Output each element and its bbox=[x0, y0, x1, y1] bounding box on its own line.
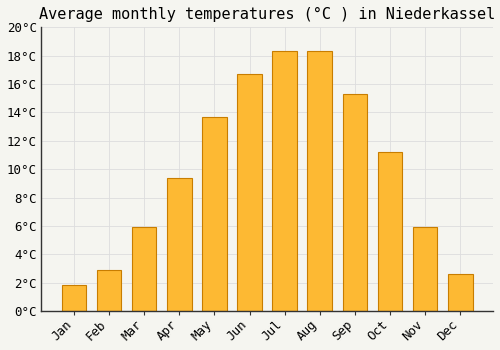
Bar bbox=[62, 286, 86, 311]
Bar bbox=[97, 270, 122, 311]
Bar bbox=[272, 51, 297, 311]
Bar bbox=[448, 274, 472, 311]
Bar bbox=[167, 178, 192, 311]
Bar bbox=[342, 94, 367, 311]
Bar bbox=[202, 117, 226, 311]
Bar bbox=[413, 227, 438, 311]
Bar bbox=[378, 152, 402, 311]
Bar bbox=[237, 74, 262, 311]
Bar bbox=[308, 51, 332, 311]
Bar bbox=[132, 227, 156, 311]
Title: Average monthly temperatures (°C ) in Niederkassel: Average monthly temperatures (°C ) in Ni… bbox=[39, 7, 495, 22]
